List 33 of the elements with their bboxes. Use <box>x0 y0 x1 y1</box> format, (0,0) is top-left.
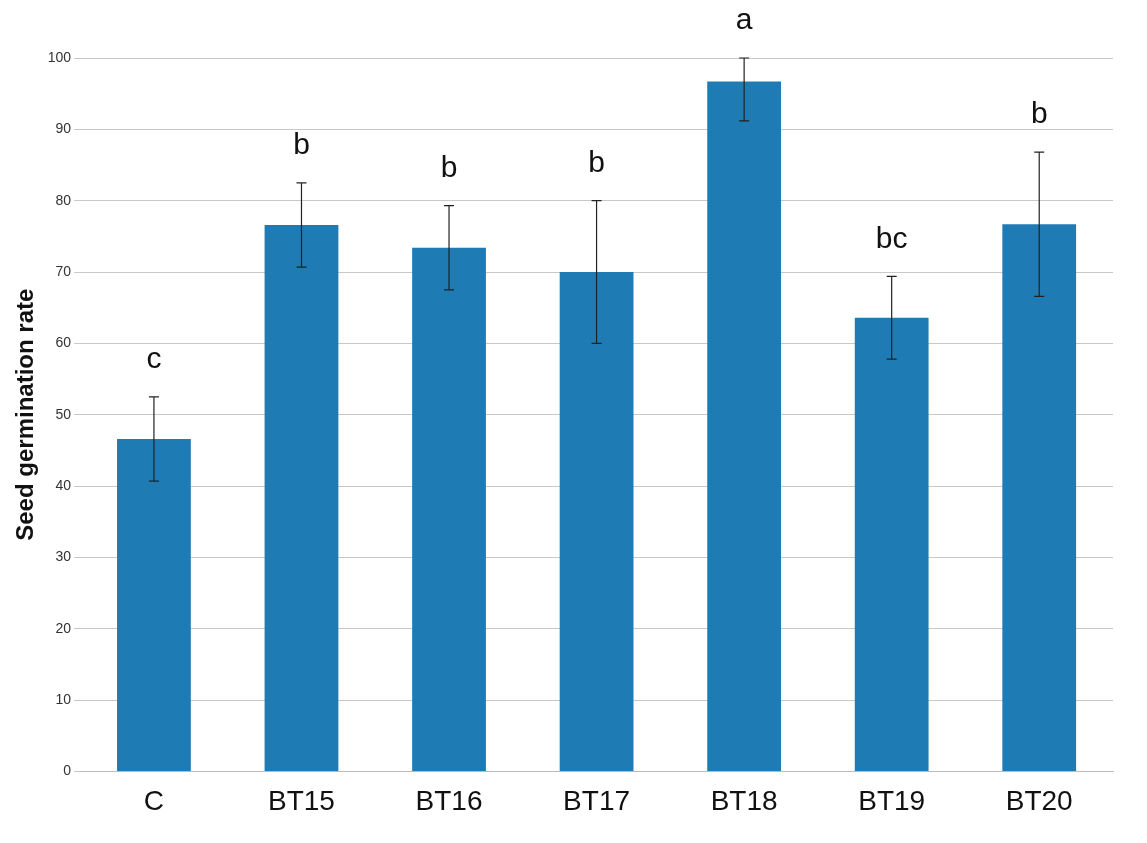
x-tick-label: BT18 <box>710 784 778 816</box>
y-tick-label: 50 <box>55 405 72 422</box>
x-tick-label: BT20 <box>1005 784 1073 816</box>
annotation: c <box>146 341 162 375</box>
text: a <box>735 2 753 36</box>
x-tick-label: BT16 <box>415 784 483 816</box>
annotation: b <box>588 144 605 178</box>
y-tick-label: 10 <box>55 690 72 707</box>
bar <box>117 438 191 771</box>
annotation: b <box>440 149 458 183</box>
y-tick-label: 70 <box>55 262 72 279</box>
x-tick-label: BT17 <box>563 784 631 816</box>
annotation: bc <box>875 220 908 254</box>
y-axis-title: Seed germination rate <box>11 288 39 541</box>
bar <box>412 247 486 771</box>
y-tick-label: 0 <box>63 762 72 779</box>
x-tick-label: BT15 <box>268 784 335 816</box>
y-tick-label: 40 <box>55 476 72 493</box>
bar <box>707 81 782 771</box>
x-tick-label: C <box>143 784 165 816</box>
annotation: b <box>1030 96 1048 130</box>
y-tick-label: 30 <box>55 548 72 565</box>
y-tick-label: 100 <box>47 48 72 65</box>
bar <box>559 272 634 771</box>
y-tick-label: 20 <box>55 619 72 636</box>
y-tick-label: 60 <box>55 334 72 351</box>
annotation: b <box>293 127 310 161</box>
bar <box>1002 224 1077 771</box>
y-tick-label: 90 <box>55 120 72 137</box>
bar <box>854 317 929 771</box>
bar <box>264 224 339 771</box>
x-tick-label: BT19 <box>858 784 926 816</box>
y-tick-label: 80 <box>55 191 72 208</box>
